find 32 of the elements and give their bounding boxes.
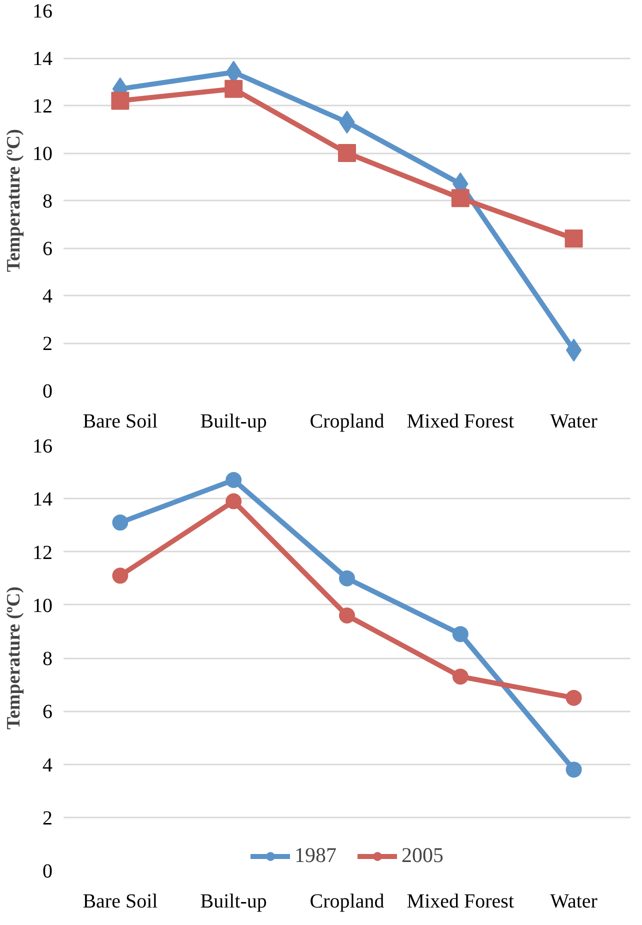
y-tick-label: 0 xyxy=(42,860,52,882)
legend-label: 2005 xyxy=(402,843,444,868)
y-tick-label: 2 xyxy=(42,807,52,830)
x-tick-label: Mixed Forest xyxy=(406,410,514,432)
y-tick-label: 16 xyxy=(32,0,52,22)
legend-label: 1987 xyxy=(294,843,336,868)
y-tick-label: 14 xyxy=(32,488,52,511)
y-axis-title: Temperature (ºC) xyxy=(4,129,24,272)
x-tick-label: Cropland xyxy=(310,890,384,912)
y-tick-label: 0 xyxy=(42,380,52,402)
y-tick-label: 4 xyxy=(42,286,52,308)
x-tick-label: Built-up xyxy=(200,890,267,912)
y-tick-label: 12 xyxy=(32,96,52,118)
y-axis-title: Temperature (ºC) xyxy=(4,586,24,730)
x-tick-label: Water xyxy=(550,410,598,432)
x-tick-label: Built-up xyxy=(200,410,267,432)
y-tick-label: 6 xyxy=(42,238,52,260)
x-tick-label: Mixed Forest xyxy=(406,890,514,912)
y-tick-label: 2 xyxy=(42,333,52,355)
y-tick-label: 12 xyxy=(32,542,52,564)
y-tick-label: 8 xyxy=(42,648,52,670)
y-tick-label: 6 xyxy=(42,701,52,724)
y-tick-label: 10 xyxy=(32,594,52,617)
x-tick-label: Water xyxy=(550,890,598,912)
x-tick-label: Cropland xyxy=(310,410,384,432)
y-tick-label: 8 xyxy=(42,190,52,212)
x-tick-label: Bare Soil xyxy=(82,890,158,912)
y-tick-label: 14 xyxy=(32,48,52,70)
y-tick-label: 10 xyxy=(32,143,52,165)
y-tick-label: 16 xyxy=(32,436,52,458)
x-tick-label: Bare Soil xyxy=(82,410,158,432)
y-tick-label: 4 xyxy=(42,754,52,776)
